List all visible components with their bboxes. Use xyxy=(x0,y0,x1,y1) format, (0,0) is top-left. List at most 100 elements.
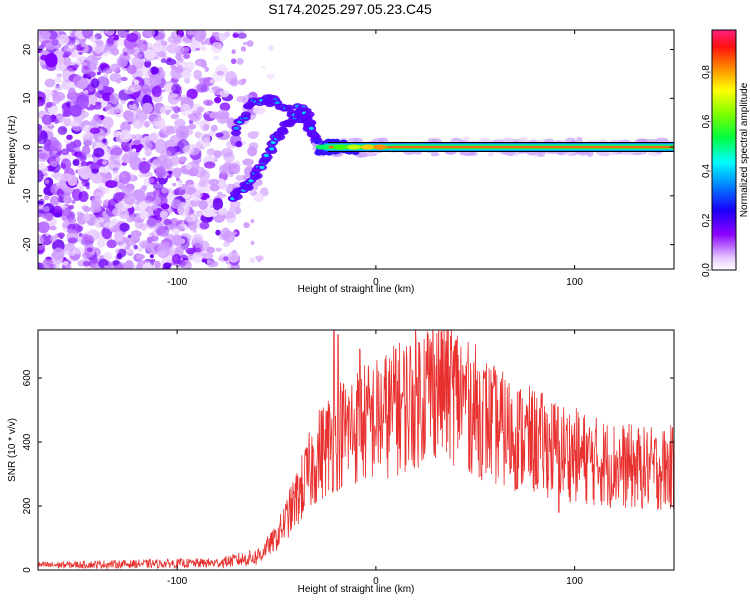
scatter-blob xyxy=(173,106,180,114)
scatter-blob xyxy=(40,30,51,40)
scatter-blob xyxy=(255,255,264,261)
scatter-blob xyxy=(144,147,152,157)
scatter-blob xyxy=(38,96,46,107)
scatter-blob xyxy=(126,248,135,254)
scatter-blob xyxy=(40,54,49,61)
scatter-blob xyxy=(182,193,191,199)
scatter-blob xyxy=(215,32,228,42)
scatter-blob xyxy=(121,154,133,164)
scatter-blob xyxy=(144,120,150,128)
scatter-blob xyxy=(190,199,202,207)
scatter-blob xyxy=(63,197,70,203)
scatter-blob xyxy=(64,168,70,173)
scatter-blob xyxy=(83,133,91,139)
scatter-blob xyxy=(65,264,72,269)
scatter-blob xyxy=(170,199,182,209)
scatter-blob xyxy=(103,251,112,262)
scatter-blob xyxy=(54,84,63,91)
scatter-blob xyxy=(186,30,195,36)
scatter-blob xyxy=(172,234,183,246)
x-tick-label: 0 xyxy=(373,576,379,587)
scatter-blob xyxy=(215,247,222,252)
x-tick-label: -100 xyxy=(167,277,187,288)
scatter-blob xyxy=(93,104,102,110)
ridge-halo-blob xyxy=(644,138,659,144)
scatter-blob xyxy=(44,78,56,88)
y-tick-label: 600 xyxy=(22,369,33,386)
scatter-blob xyxy=(137,247,144,252)
scatter-blob xyxy=(129,216,136,222)
scatter-blob xyxy=(95,192,104,197)
scatter-blob xyxy=(81,61,88,67)
scatter-blob xyxy=(66,134,73,140)
scatter-blob xyxy=(123,192,136,205)
scatter-blob xyxy=(77,168,87,176)
scatter-blob xyxy=(154,260,161,269)
scatter-blob xyxy=(44,179,50,184)
y-tick-label: -10 xyxy=(22,188,33,203)
scatter-blob xyxy=(146,236,153,244)
colorbar-tick-label: 0.0 xyxy=(701,263,712,277)
branch-core xyxy=(233,126,239,130)
scatter-blob xyxy=(56,73,63,78)
scatter-blob xyxy=(211,42,223,54)
colorbar-label: Normalized spectral amplitude xyxy=(739,82,750,217)
scatter-blob xyxy=(162,262,172,269)
scatter-blob xyxy=(175,52,182,61)
scatter-blob xyxy=(180,223,186,228)
scatter-blob xyxy=(214,96,222,104)
scatter-blob xyxy=(95,40,104,47)
scatter-blob xyxy=(152,42,163,53)
scatter-blob xyxy=(152,160,159,165)
scatter-blob xyxy=(194,166,206,178)
scatter-blob xyxy=(145,141,153,150)
scatter-blob xyxy=(178,96,185,101)
scatter-blob xyxy=(203,161,216,169)
scatter-blob xyxy=(38,234,45,246)
scatter-blob xyxy=(93,147,105,158)
scatter-blob xyxy=(132,117,145,129)
scatter-blob xyxy=(163,218,172,226)
scatter-blob xyxy=(121,186,131,194)
scatter-blob xyxy=(154,120,166,129)
scatter-blob xyxy=(89,254,99,264)
branch-core xyxy=(274,101,280,105)
scatter-blob xyxy=(200,45,207,51)
ridge-start-blob xyxy=(314,149,323,156)
scatter-blob xyxy=(90,78,100,89)
scatter-blob xyxy=(243,222,250,229)
scatter-blob xyxy=(49,225,57,231)
scatter-blob xyxy=(116,55,128,68)
scatter-blob xyxy=(151,86,162,98)
scatter-blob xyxy=(131,78,137,83)
scatter-blob xyxy=(185,162,192,170)
scatter-blob xyxy=(225,70,238,85)
spectrogram-plot xyxy=(38,30,674,269)
branch-blob xyxy=(252,172,263,180)
scatter-blob xyxy=(82,260,92,267)
colorbar-ticks: 0.0 0.2 0.4 0.6 0.8 xyxy=(701,65,712,277)
branch-blob xyxy=(278,128,289,135)
scatter-blob xyxy=(38,169,44,183)
scatter-blob xyxy=(67,174,78,187)
scatter-blob xyxy=(123,87,136,95)
scatter-blob xyxy=(63,109,72,118)
scatter-blob xyxy=(193,69,202,80)
ridge-halo-blob xyxy=(501,137,516,143)
spectrogram-y-axis: -20 -10 0 10 20 xyxy=(22,44,674,252)
scatter-blob xyxy=(149,254,154,259)
scatter-blob xyxy=(159,105,173,115)
branch-core xyxy=(248,179,254,183)
scatter-blob xyxy=(155,166,166,178)
scatter-blob xyxy=(109,92,120,105)
scatter-blob xyxy=(176,125,189,141)
snr-y-axis: 0 200 400 600 xyxy=(22,369,674,573)
colorbar-tick-label: 0.6 xyxy=(701,114,712,128)
scatter-blob xyxy=(60,116,73,128)
scatter-blob xyxy=(113,260,120,266)
ridge-start-blob xyxy=(313,138,322,145)
scatter-blob xyxy=(149,232,154,237)
scatter-blob xyxy=(167,42,180,55)
scatter-blob xyxy=(86,153,93,158)
scatter-blob xyxy=(134,205,140,212)
